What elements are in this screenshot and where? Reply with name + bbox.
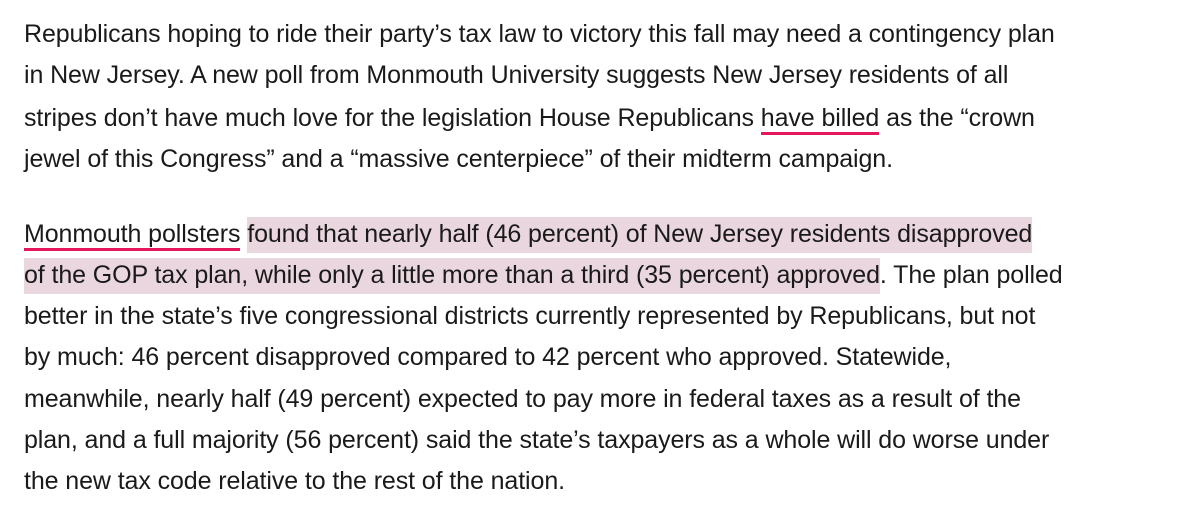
paragraph-2-line-2: of the GOP tax plan, while only a little…	[24, 255, 1063, 295]
highlighted-passage-part-2: of the GOP tax plan, while only a little…	[24, 258, 880, 294]
highlighted-passage-part-1: found that nearly half (46 percent) of N…	[247, 217, 1032, 253]
paragraph-1-line-4: jewel of this Congress” and a “massive c…	[24, 145, 893, 173]
paragraph-1-line-3: stripes don’t have much love for the leg…	[24, 98, 1035, 138]
have-billed-link[interactable]: have billed	[760, 104, 879, 135]
paragraph-2-line-2-tail: . The plan polled	[879, 261, 1063, 289]
paragraph-2-line-1: Monmouth pollsters found that nearly hal…	[24, 214, 1032, 254]
paragraph-1-line-1: Republicans hoping to ride their party’s…	[24, 20, 1055, 48]
paragraph-2-line-4: by much: 46 percent disapproved compared…	[24, 343, 952, 371]
paragraph-1-line-3-text: stripes don’t have much love for the leg…	[24, 104, 761, 132]
paragraph-1-line-3-tail: as the “crown	[879, 104, 1035, 132]
paragraph-2-line-7: the new tax code relative to the rest of…	[24, 467, 565, 495]
paragraph-2-line-5: meanwhile, nearly half (49 percent) expe…	[24, 385, 1021, 413]
paragraph-2-line-3: better in the state’s five congressional…	[24, 302, 1036, 330]
monmouth-pollsters-link[interactable]: Monmouth pollsters	[24, 220, 240, 251]
paragraph-2-line-6: plan, and a full majority (56 percent) s…	[24, 426, 1050, 454]
paragraph-1-line-2: in New Jersey. A new poll from Monmouth …	[24, 61, 1009, 89]
